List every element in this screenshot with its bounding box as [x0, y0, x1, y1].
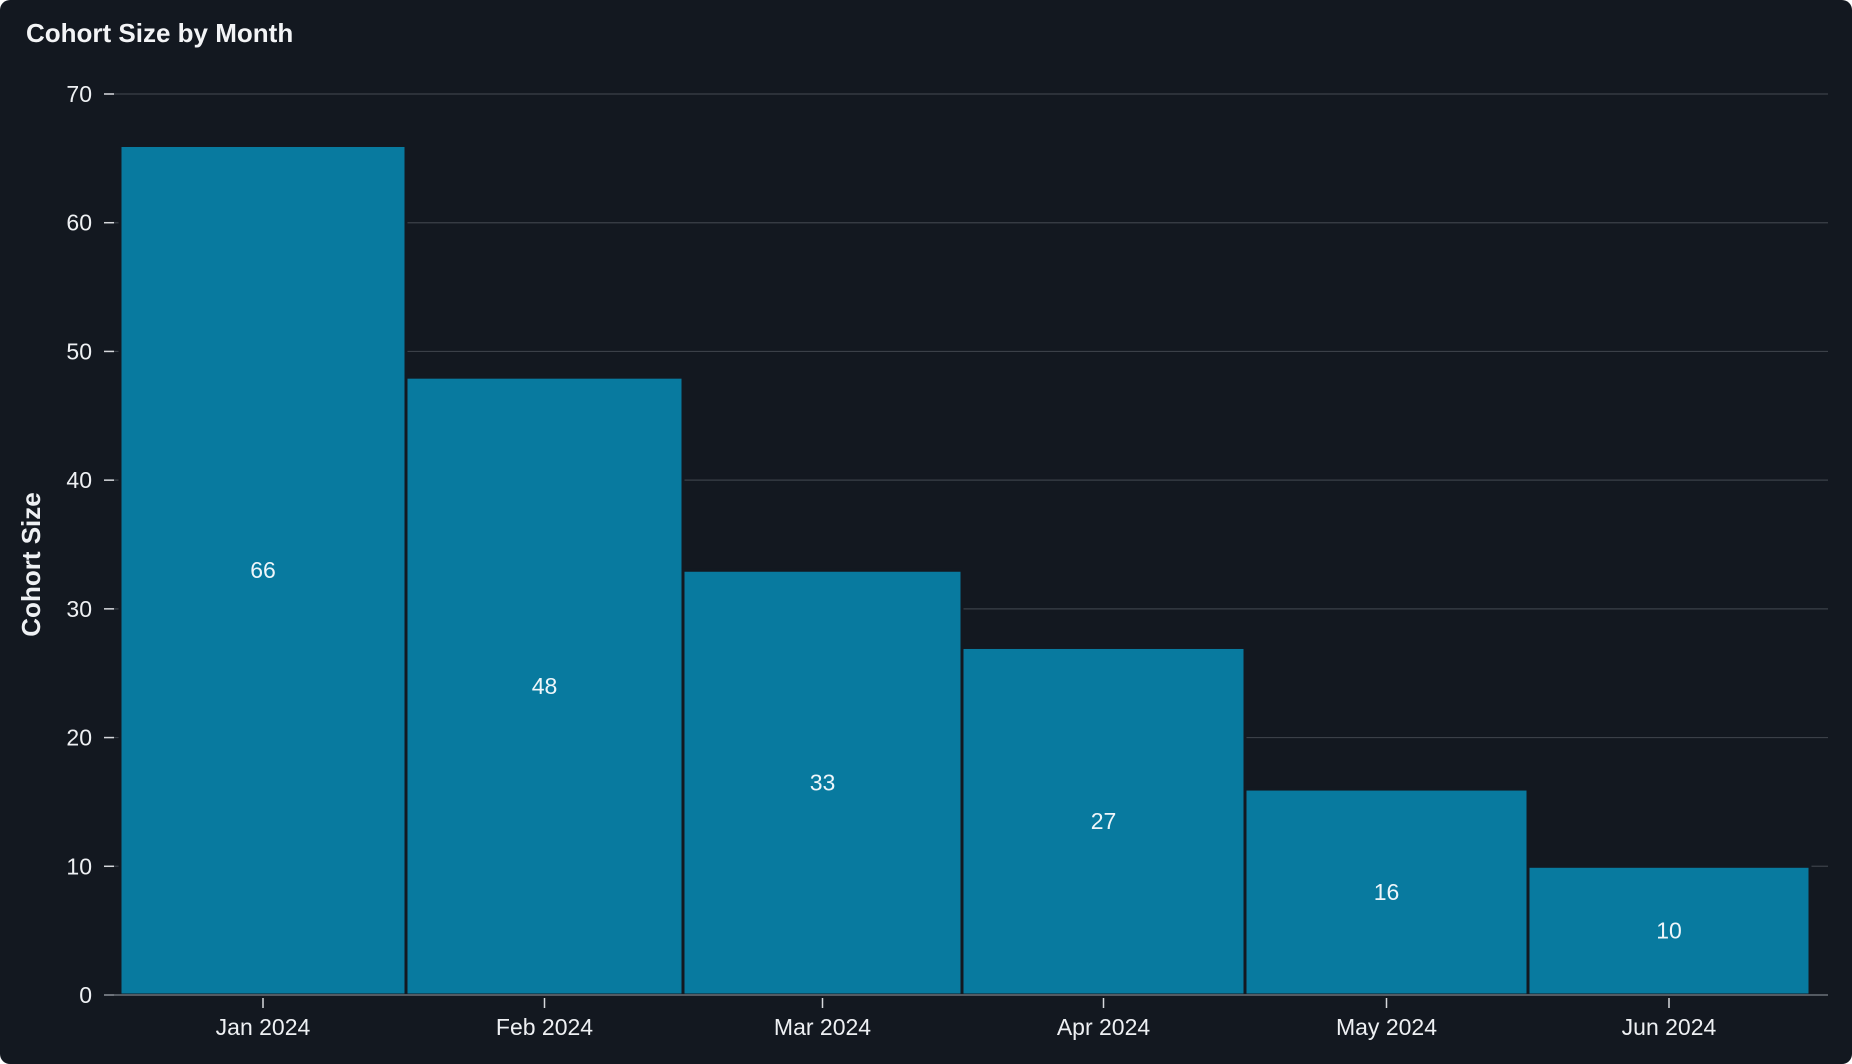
chart-title: Cohort Size by Month	[26, 18, 294, 48]
bar	[1243, 787, 1530, 997]
y-tick-label: 60	[66, 210, 92, 236]
y-tick-label: 20	[66, 725, 92, 751]
y-tick-label: 50	[66, 338, 92, 364]
x-tick-label: Feb 2024	[496, 1014, 593, 1040]
labels: 0 10 20 30 40 50 60 70 66 Jan 2024 48 Feb 2024 33 Mar…	[66, 81, 1716, 1040]
axes	[104, 93, 1828, 1008]
bar	[404, 375, 685, 997]
bar	[960, 645, 1247, 997]
x-tick-label: Apr 2024	[1057, 1014, 1151, 1040]
y-tick-label: 10	[66, 853, 92, 879]
bar-value-label: 66	[250, 557, 276, 583]
x-tick-label: May 2024	[1336, 1014, 1437, 1040]
x-tick-label: Jan 2024	[216, 1014, 311, 1040]
y-tick-label: 40	[66, 467, 92, 493]
y-tick-label: 70	[66, 81, 92, 107]
y-tick-label: 0	[79, 982, 92, 1008]
bar	[118, 143, 408, 997]
bar	[1526, 864, 1812, 997]
y-axis-title: Cohort Size	[16, 492, 46, 636]
bar-value-label: 10	[1656, 918, 1682, 944]
bar-value-label: 27	[1091, 808, 1117, 834]
x-tick-label: Mar 2024	[774, 1014, 871, 1040]
bar-value-label: 48	[532, 673, 558, 699]
bar-value-label: 16	[1374, 879, 1400, 905]
y-tick-label: 30	[66, 596, 92, 622]
x-tick-label: Jun 2024	[1622, 1014, 1717, 1040]
bar-value-label: 33	[810, 770, 836, 796]
bars	[118, 143, 1812, 997]
